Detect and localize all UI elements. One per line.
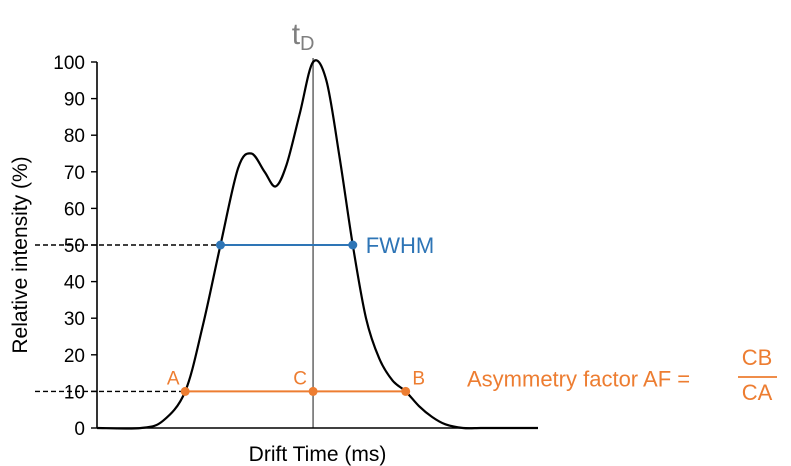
y-tick-label: 40 [64, 273, 85, 294]
y-tick-label: 100 [53, 53, 85, 74]
reference-lines-layer [35, 58, 314, 428]
asymmetry-label-c: C [293, 368, 307, 389]
asymmetry-point-c [308, 386, 318, 396]
y-tick-label: 20 [64, 346, 85, 367]
axis-layer: 0 10 20 30 40 50 60 70 80 90 100 Drift Time (ms) Rel… [9, 53, 538, 466]
peak-label-main: t [292, 18, 301, 51]
asymmetry-label-a: A [167, 368, 180, 389]
fwhm-label: FWHM [366, 233, 434, 258]
y-tick-label: 80 [64, 126, 85, 147]
asymmetry-denominator: CA [742, 380, 773, 405]
peak-label: tD [292, 18, 315, 55]
y-tick-label: 10 [64, 382, 85, 403]
asymmetry-point-a [180, 386, 190, 396]
curve-layer [96, 59, 538, 430]
y-tick-label: 0 [74, 419, 85, 440]
y-tick-label: 50 [64, 236, 85, 257]
x-axis-title: Drift Time (ms) [249, 443, 387, 466]
asymmetry-point-b [401, 386, 411, 396]
y-tick-label: 60 [64, 199, 85, 220]
peak-label-sub: D [300, 33, 314, 55]
asymmetry-formula-text: Asymmetry factor AF = [467, 366, 690, 391]
intensity-curve [96, 59, 538, 430]
fwhm-point-right [348, 240, 358, 250]
asymmetry-label-b: B [412, 368, 425, 389]
y-axis-title: Relative intensity (%) [9, 156, 32, 353]
y-tick-label: 70 [64, 163, 85, 184]
fwhm-point-left [215, 240, 225, 250]
y-tick-label: 30 [64, 309, 85, 330]
y-tick-label: 90 [64, 90, 85, 111]
asymmetry-numerator: CB [742, 345, 773, 370]
